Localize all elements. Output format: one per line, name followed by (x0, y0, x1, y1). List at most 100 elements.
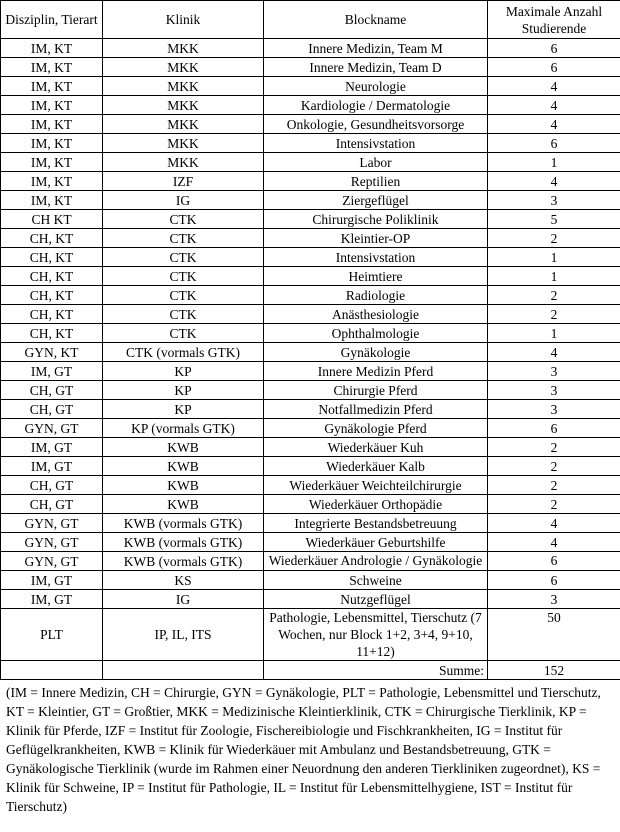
blockname-cell: Wiederkäuer Geburtshilfe (263, 532, 488, 552)
max-students-cell: 6 (487, 551, 620, 571)
blockname-cell: Anästhesiologie (263, 304, 488, 324)
clinic-cell: KWB (102, 437, 264, 457)
clinic-cell: MKK (102, 152, 264, 172)
discipline-cell: CH, KT (0, 266, 103, 286)
discipline-cell: CH, KT (0, 285, 103, 305)
empty-cell (0, 660, 103, 680)
table-row: IM, KT MKK Intensivstation 6 (0, 133, 620, 153)
header-blockname: Blockname (263, 0, 488, 39)
table-row: IM, GT KS Schweine 6 (0, 570, 620, 590)
max-students-cell: 2 (487, 475, 620, 495)
clinic-cell: CTK (102, 228, 264, 248)
table-row: CH, KT CTK Anästhesiologie 2 (0, 304, 620, 324)
table-row: IM, GT KWB Wiederkäuer Kalb 2 (0, 456, 620, 476)
blockname-cell: Innere Medizin, Team D (263, 57, 488, 77)
max-students-cell: 6 (487, 57, 620, 77)
clinic-cell: KP (102, 361, 264, 381)
max-students-cell: 3 (487, 190, 620, 210)
header-discipline: Disziplin, Tierart (0, 0, 103, 39)
blocks-table: Disziplin, Tierart Klinik Blockname Maxi… (0, 0, 620, 680)
discipline-cell: IM, KT (0, 57, 103, 77)
max-students-cell: 3 (487, 380, 620, 400)
max-students-cell: 6 (487, 418, 620, 438)
discipline-cell: CH, GT (0, 380, 103, 400)
clinic-cell: CTK (102, 266, 264, 286)
table-row: GYN, GT KWB (vormals GTK) Wiederkäuer Gebu… (0, 532, 620, 552)
discipline-cell: CH, GT (0, 475, 103, 495)
table-row: GYN, GT KWB (vormals GTK) Integrierte Best… (0, 513, 620, 533)
blockname-cell: Wiederkäuer Kuh (263, 437, 488, 457)
blockname-cell: Intensivstation (263, 247, 488, 267)
blockname-cell: Innere Medizin, Team M (263, 38, 488, 58)
clinic-cell: MKK (102, 114, 264, 134)
discipline-cell: CH, GT (0, 494, 103, 514)
clinic-cell: IZF (102, 171, 264, 191)
max-students-cell: 2 (487, 456, 620, 476)
table-row: GYN, GT KWB (vormals GTK) Wiederkäuer Andr… (0, 551, 620, 571)
discipline-cell: IM, KT (0, 171, 103, 191)
discipline-cell: GYN, GT (0, 532, 103, 552)
max-students-cell: 4 (487, 532, 620, 552)
clinic-cell: CTK (102, 247, 264, 267)
blockname-cell: Chirurgie Pferd (263, 380, 488, 400)
header-clinic: Klinik (102, 0, 264, 39)
discipline-cell: IM, GT (0, 361, 103, 381)
max-students-cell: 3 (487, 361, 620, 381)
blockname-cell: Radiologie (263, 285, 488, 305)
clinic-cell: CTK (102, 304, 264, 324)
table-row: IM, KT MKK Onkologie, Gesundheitsvorsorge 4 (0, 114, 620, 134)
clinic-cell: IG (102, 589, 264, 609)
header-max-students: Maximale Anzahl Studierende (487, 0, 620, 39)
clinic-cell: KWB (vormals GTK) (102, 513, 264, 533)
max-students-cell: 6 (487, 133, 620, 153)
max-students-cell: 6 (487, 570, 620, 590)
max-students-cell: 4 (487, 513, 620, 533)
discipline-cell: IM, KT (0, 95, 103, 115)
max-students-cell: 2 (487, 304, 620, 324)
blockname-cell: Pathologie, Lebensmittel, Tierschutz (7 … (263, 608, 488, 661)
max-students-cell: 6 (487, 38, 620, 58)
blockname-cell: Onkologie, Gesundheitsvorsorge (263, 114, 488, 134)
footnote: (IM = Innere Medizin, CH = Chirurgie, GY… (6, 685, 601, 814)
max-students-cell: 5 (487, 209, 620, 229)
blockname-cell: Notfallmedizin Pferd (263, 399, 488, 419)
blockname-cell: Nutzgeflügel (263, 589, 488, 609)
blockname-cell: Innere Medizin Pferd (263, 361, 488, 381)
blockname-cell: Ophthalmologie (263, 323, 488, 343)
clinic-cell: KWB (102, 456, 264, 476)
blockname-cell: Reptilien (263, 171, 488, 191)
sum-row: Summe: 152 (0, 660, 620, 680)
discipline-cell: CH, KT (0, 323, 103, 343)
max-students-cell: 3 (487, 399, 620, 419)
table-row: GYN, GT KP (vormals GTK) Gynäkologie Pferd… (0, 418, 620, 438)
table-row: CH, KT CTK Radiologie 2 (0, 285, 620, 305)
table-row: IM, KT IZF Reptilien 4 (0, 171, 620, 191)
max-students-cell: 1 (487, 323, 620, 343)
blockname-cell: Neurologie (263, 76, 488, 96)
table-row: IM, KT IG Ziergeflügel 3 (0, 190, 620, 210)
discipline-cell: GYN, GT (0, 551, 103, 571)
blockname-cell: Kardiologie / Dermatologie (263, 95, 488, 115)
clinic-cell: CTK (102, 209, 264, 229)
discipline-cell: IM, KT (0, 38, 103, 58)
sum-label: Summe: (263, 660, 488, 680)
discipline-cell: CH KT (0, 209, 103, 229)
blockname-cell: Gynäkologie Pferd (263, 418, 488, 438)
max-students-cell: 1 (487, 247, 620, 267)
discipline-cell: GYN, GT (0, 418, 103, 438)
max-students-cell: 4 (487, 114, 620, 134)
blockname-cell: Gynäkologie (263, 342, 488, 362)
discipline-cell: GYN, GT (0, 513, 103, 533)
max-students-cell: 4 (487, 171, 620, 191)
max-students-cell: 2 (487, 228, 620, 248)
table-row: CH, KT CTK Heimtiere 1 (0, 266, 620, 286)
clinic-cell: KP (102, 380, 264, 400)
table-row: IM, KT MKK Labor 1 (0, 152, 620, 172)
clinic-cell: MKK (102, 95, 264, 115)
clinic-cell: CTK (102, 285, 264, 305)
max-students-cell: 2 (487, 494, 620, 514)
clinic-cell: KWB (vormals GTK) (102, 532, 264, 552)
table-row: CH, GT KWB Wiederkäuer Weichteilchirurgie 2 (0, 475, 620, 495)
